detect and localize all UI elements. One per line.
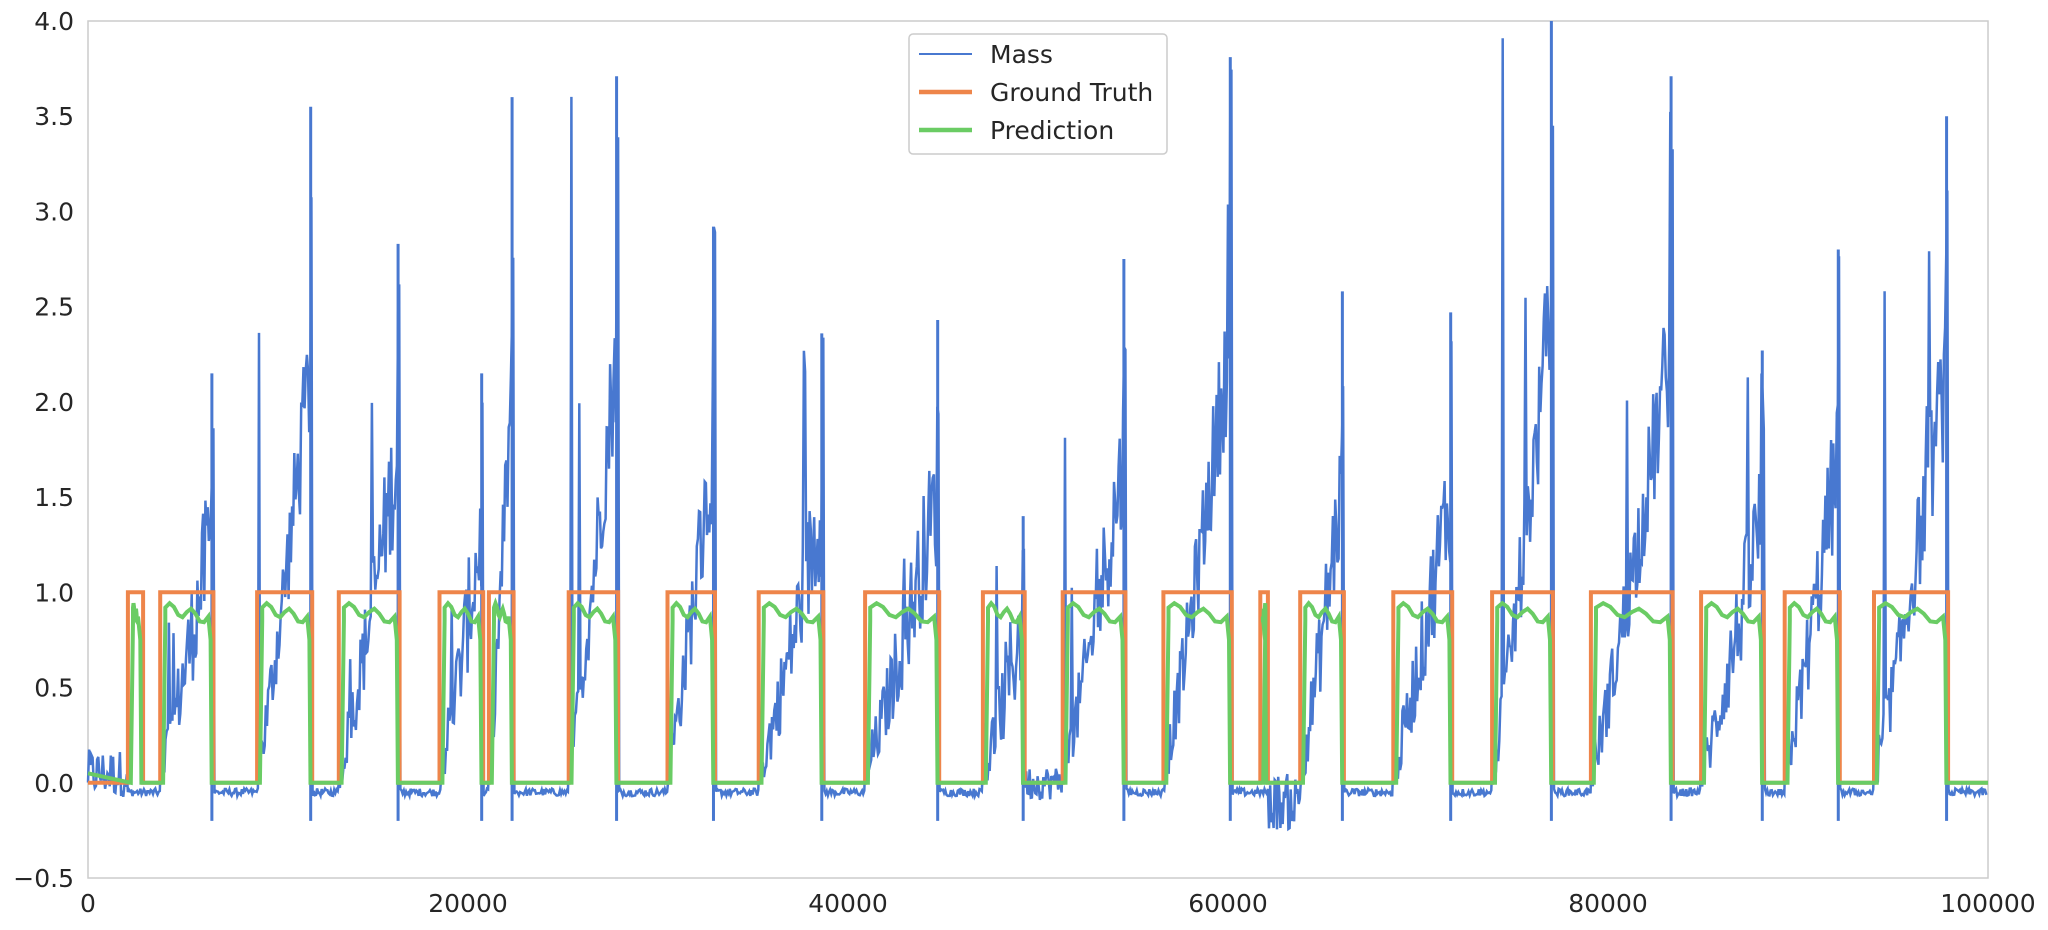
y-tick-label: −0.5 bbox=[13, 864, 74, 893]
y-tick-label: 3.5 bbox=[34, 102, 74, 131]
y-tick-label: 2.5 bbox=[34, 293, 74, 322]
y-tick-label: 0.5 bbox=[34, 674, 74, 703]
x-tick-label: 40000 bbox=[808, 889, 888, 918]
legend-mass-label: Mass bbox=[990, 40, 1053, 69]
series-ground-truth-line bbox=[88, 590, 1988, 785]
legend-frame bbox=[908, 33, 1168, 155]
legend-ground-truth-label: Ground Truth bbox=[990, 78, 1153, 107]
series-prediction-line bbox=[87, 597, 1988, 786]
y-tick-label: 1.0 bbox=[34, 578, 74, 607]
y-tick-label: 3.0 bbox=[34, 197, 74, 226]
x-tick-label: 100000 bbox=[1940, 889, 2035, 918]
series-layer bbox=[86, 21, 1988, 832]
legend: Mass Ground Truth Prediction bbox=[908, 33, 1168, 155]
x-tick-label: 80000 bbox=[1568, 889, 1648, 918]
x-tick-label: 20000 bbox=[428, 889, 508, 918]
y-axis: −0.5 0.0 0.5 1.0 1.5 2.0 2.5 3.0 3.5 4.0 bbox=[13, 7, 74, 893]
legend-prediction-label: Prediction bbox=[990, 116, 1114, 145]
x-axis: 0 20000 40000 60000 80000 100000 bbox=[80, 889, 2036, 918]
y-tick-label: 4.0 bbox=[34, 7, 74, 36]
y-tick-label: 2.0 bbox=[34, 388, 74, 417]
x-tick-label: 0 bbox=[80, 889, 96, 918]
y-tick-label: 0.0 bbox=[34, 769, 74, 798]
y-tick-label: 1.5 bbox=[34, 483, 74, 512]
x-tick-label: 60000 bbox=[1188, 889, 1268, 918]
